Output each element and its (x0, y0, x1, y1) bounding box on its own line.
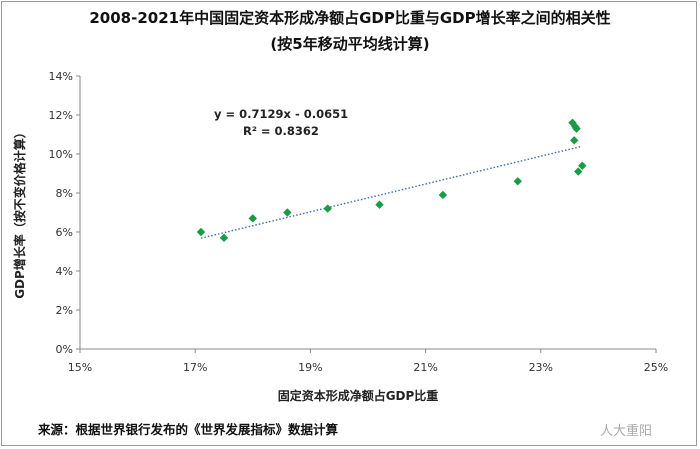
data-point (572, 124, 581, 133)
x-tick-label: 17% (183, 361, 207, 374)
x-tick-label: 15% (68, 361, 92, 374)
x-tick-label: 23% (529, 361, 553, 374)
data-point (578, 161, 587, 170)
x-tick-label: 25% (644, 361, 668, 374)
axes (76, 75, 657, 353)
y-tick-label: 4% (56, 265, 73, 278)
y-tick-label: 8% (56, 187, 73, 200)
data-point (438, 190, 448, 200)
trendline-r2: R² = 0.8362 (243, 124, 319, 138)
y-tick-label: 0% (56, 343, 73, 356)
y-tick-label: 12% (49, 109, 73, 122)
data-point (219, 233, 229, 243)
tick-labels: 0% 2% 4% 6% 8% 10% 12% 14% 15% 17% 19% 21% 23% 25% (49, 70, 669, 374)
y-tick-label: 2% (56, 304, 73, 317)
y-tick-label: 10% (49, 148, 73, 161)
x-tick-label: 21% (413, 361, 437, 374)
x-tick-label: 19% (298, 361, 322, 374)
data-point (196, 227, 206, 237)
data-point (570, 136, 579, 145)
data-point (568, 118, 577, 127)
chart-subtitle: (按5年移动平均线计算) (270, 35, 430, 53)
data-point (248, 214, 257, 223)
data-point (375, 200, 384, 209)
data-point (513, 177, 522, 186)
data-point (283, 208, 292, 217)
trendline (200, 145, 582, 239)
source-note: 来源：根据世界银行发布的《世界发展指标》数据计算 (38, 422, 339, 437)
data-points (196, 118, 587, 243)
data-point (323, 204, 332, 213)
chart-title: 2008-2021年中国固定资本形成净额占GDP比重与GDP增长率之间的相关性 (89, 9, 611, 27)
watermark: 人大重阳 (600, 424, 653, 439)
y-axis-title: GDP增长率（按不变价格计算） (12, 126, 27, 299)
y-tick-label: 14% (49, 70, 73, 83)
data-point (574, 167, 583, 176)
x-axis-title: 固定资本形成净额占GDP比重 (278, 388, 439, 403)
trendline-equation: y = 0.7129x - 0.0651 (214, 107, 348, 121)
y-tick-label: 6% (56, 226, 73, 239)
